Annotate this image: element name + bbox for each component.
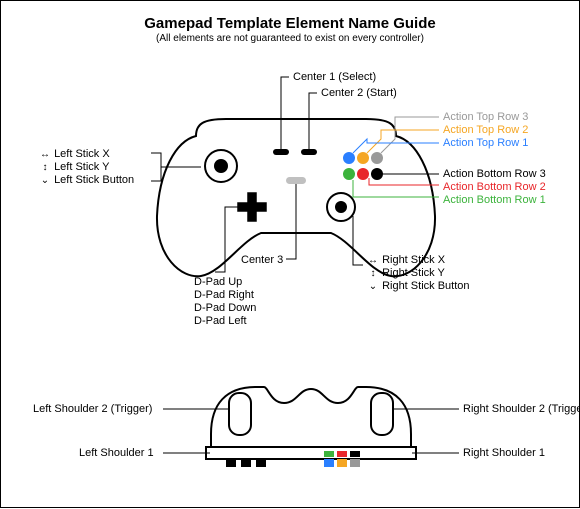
left-shoulder2-label: Left Shoulder 2 (Trigger) — [33, 403, 152, 415]
dpad-right-label: D-Pad Right — [194, 289, 254, 301]
left-stick-y-label: ↕ Left Stick Y — [39, 161, 110, 173]
right-shoulder2-label: Right Shoulder 2 (Trigger) — [463, 403, 580, 415]
left-stick-x-label: ↔ Left Stick X — [39, 148, 110, 160]
center2-label: Center 2 (Start) — [321, 87, 397, 99]
action-bottom-row3-label: Action Bottom Row 3 — [443, 168, 546, 180]
right-stick-y-label: ↕ Right Stick Y — [367, 267, 445, 279]
left-shoulder1-label: Left Shoulder 1 — [79, 447, 154, 459]
action-top-row3-label: Action Top Row 3 — [443, 111, 528, 123]
left-stick-button-label: ⌄ Left Stick Button — [39, 174, 134, 186]
center1-label: Center 1 (Select) — [293, 71, 376, 83]
diagram-container: Gamepad Template Element Name Guide (All… — [0, 0, 580, 508]
right-stick-x-label: ↔ Right Stick X — [367, 254, 445, 266]
controller-rear — [1, 349, 580, 509]
action-top-row1-label: Action Top Row 1 — [443, 137, 528, 149]
action-bottom-row2-label: Action Bottom Row 2 — [443, 181, 546, 193]
center3-label: Center 3 — [241, 254, 283, 266]
dpad-down-label: D-Pad Down — [194, 302, 256, 314]
action-bottom-row1-label: Action Bottom Row 1 — [443, 194, 546, 206]
right-stick-button-label: ⌄ Right Stick Button — [367, 280, 470, 292]
action-top-row2-label: Action Top Row 2 — [443, 124, 528, 136]
right-shoulder1-label: Right Shoulder 1 — [463, 447, 545, 459]
dpad-up-label: D-Pad Up — [194, 276, 242, 288]
dpad-left-label: D-Pad Left — [194, 315, 247, 327]
